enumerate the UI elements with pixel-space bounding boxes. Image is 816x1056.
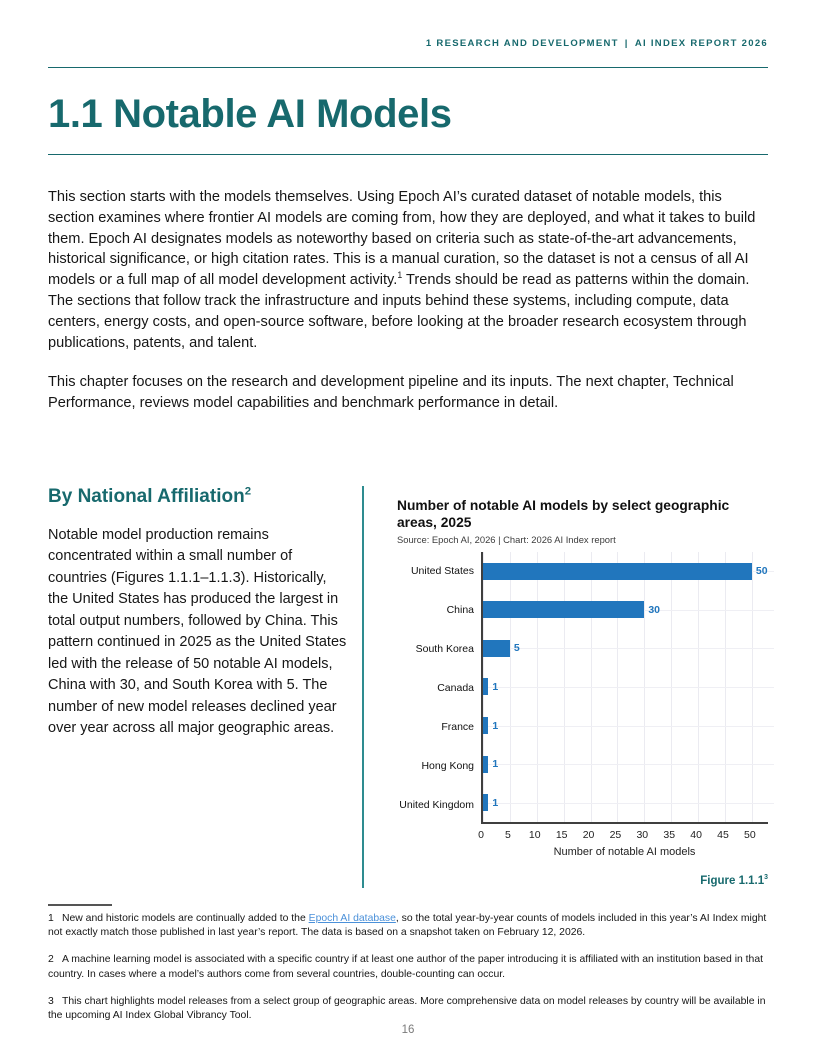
- bar-hong-kong: [483, 755, 489, 773]
- intro-section: This section starts with the models them…: [48, 187, 768, 414]
- bar-value-label: 50: [755, 565, 768, 578]
- chart-row: 30: [483, 591, 774, 630]
- figure-caption: Figure 1.1.13: [397, 874, 768, 888]
- horizontal-gridline: [483, 648, 774, 650]
- intro-paragraph-2: This chapter focuses on the research and…: [48, 374, 734, 412]
- chart-row: 1: [483, 668, 774, 707]
- footnote-3-text: This chart highlights model releases fro…: [48, 995, 766, 1021]
- bar-china: [483, 601, 645, 619]
- vertical-gridline: [671, 551, 673, 822]
- footnote-ref-1: 1: [397, 270, 403, 281]
- horizontal-gridline: [483, 802, 774, 804]
- bar-value-label: 1: [492, 796, 499, 809]
- footnote-1-text-cont: , so the total year-by-year counts of mo…: [48, 912, 767, 939]
- bar-value-label: 30: [648, 603, 660, 616]
- footnote-1-number: 1: [48, 912, 54, 924]
- category-label: France: [441, 720, 474, 733]
- footnote-ref-3: 3: [764, 874, 768, 882]
- top-rule: [48, 67, 768, 68]
- chart-row: 1: [483, 706, 774, 745]
- vertical-gridline: [724, 551, 726, 822]
- vertical-gridline: [536, 551, 538, 822]
- bar-south-korea: [483, 639, 510, 657]
- chart-row: 1: [483, 783, 774, 822]
- footnotes-section: 1 New and historic models are continually…: [48, 903, 768, 1023]
- x-tick-label: 40: [690, 828, 702, 841]
- category-label: Canada: [437, 681, 474, 694]
- bar-value-label: 1: [492, 758, 499, 771]
- category-label: United States: [410, 565, 474, 578]
- subsection-heading: By National Affiliation2: [48, 486, 350, 508]
- chart-row: 1: [483, 745, 774, 784]
- bar-value-label: 5: [513, 642, 520, 655]
- footnote-1-text: New and historic models are continually …: [62, 912, 309, 924]
- bar-france: [483, 717, 489, 735]
- vertical-gridline: [509, 551, 511, 822]
- x-tick-label: 10: [528, 828, 541, 841]
- bar-chart: United States China South Korea Canada Franc…: [397, 551, 774, 859]
- footnote-divider: [48, 903, 112, 906]
- category-label: United Kingdom: [399, 798, 474, 811]
- chart-row: 5: [483, 629, 774, 668]
- chart-plot-area: 50 30 5 1 1 1 1: [481, 551, 774, 824]
- x-tick-label: 20: [582, 828, 595, 841]
- intro-p1-text: This section starts with the models them…: [48, 189, 756, 289]
- category-label: South Korea: [415, 643, 474, 656]
- figure-caption-text: Figure 1.1.1: [700, 874, 765, 887]
- x-tick-label: 0: [478, 828, 484, 841]
- bar-value-label: 1: [492, 680, 499, 693]
- chart-column: Number of notable AI models by select ge…: [397, 486, 774, 888]
- horizontal-gridline: [483, 686, 774, 688]
- footnote-3-number: 3: [48, 995, 54, 1007]
- intro-p1-text-cont: Trends should be read as patterns within…: [48, 272, 750, 351]
- footnote-ref-2: 2: [244, 485, 252, 498]
- chart-source: Source: Epoch AI, 2026 | Chart: 2026 AI …: [397, 533, 616, 545]
- horizontal-gridline: [483, 764, 774, 766]
- vertical-gridline: [644, 551, 646, 822]
- chart-row: 50: [483, 552, 774, 591]
- x-tick-label: 45: [717, 828, 729, 841]
- footnote-2-text: A machine learning model is associated w…: [48, 954, 764, 980]
- bar-canada: [483, 678, 489, 696]
- x-axis-title: Number of notable AI models: [553, 845, 696, 858]
- footnote-1: 1 New and historic models are continually…: [48, 912, 768, 940]
- chart-category-labels: United States China South Korea Canada Franc…: [397, 552, 481, 824]
- category-label: Hong Kong: [421, 759, 474, 772]
- page-number: 16: [401, 1024, 415, 1036]
- bar-united-kingdom: [483, 794, 489, 812]
- vertical-gridline: [698, 551, 700, 822]
- footnote-2-number: 2: [48, 954, 54, 966]
- category-label: China: [446, 604, 474, 617]
- two-column-section: By National Affiliation2 Notable model p…: [48, 485, 774, 888]
- x-tick-label: 50: [744, 828, 756, 841]
- footnote-3: 3 This chart highlights model releases fr…: [48, 995, 768, 1023]
- subsection-body: Notable model production remains concent…: [48, 526, 347, 737]
- vertical-gridline: [590, 551, 592, 822]
- bar-value-label: 1: [492, 719, 499, 732]
- x-tick-label: 15: [555, 828, 568, 841]
- epoch-ai-database-link[interactable]: Epoch AI database: [308, 912, 396, 924]
- vertical-gridline: [563, 551, 565, 822]
- title-rule: [48, 154, 768, 155]
- vertical-gridline: [617, 551, 619, 822]
- subsection-heading-text: By National Affiliation: [48, 485, 245, 507]
- column-divider: [362, 485, 364, 888]
- intro-paragraph-1: This section starts with the models them…: [48, 187, 768, 353]
- vertical-gridline: [751, 551, 753, 822]
- horizontal-gridline: [483, 725, 774, 727]
- chart-title: Number of notable AI models by select ge…: [397, 497, 730, 530]
- text-column: By National Affiliation2 Notable model p…: [48, 486, 350, 888]
- x-tick-label: 30: [636, 828, 649, 841]
- bar-united-states: [483, 562, 752, 580]
- x-tick-label: 35: [663, 828, 676, 841]
- x-tick-label: 25: [609, 828, 622, 841]
- x-tick-label: 5: [504, 828, 511, 841]
- page-title: 1.1 Notable AI Models: [48, 92, 452, 136]
- x-axis-ticks: 0 5 10 15 20 25 30 35 40 45 50: [478, 828, 768, 842]
- running-head: 1 RESEARCH AND DEVELOPMENT | AI INDEX RE…: [425, 38, 768, 49]
